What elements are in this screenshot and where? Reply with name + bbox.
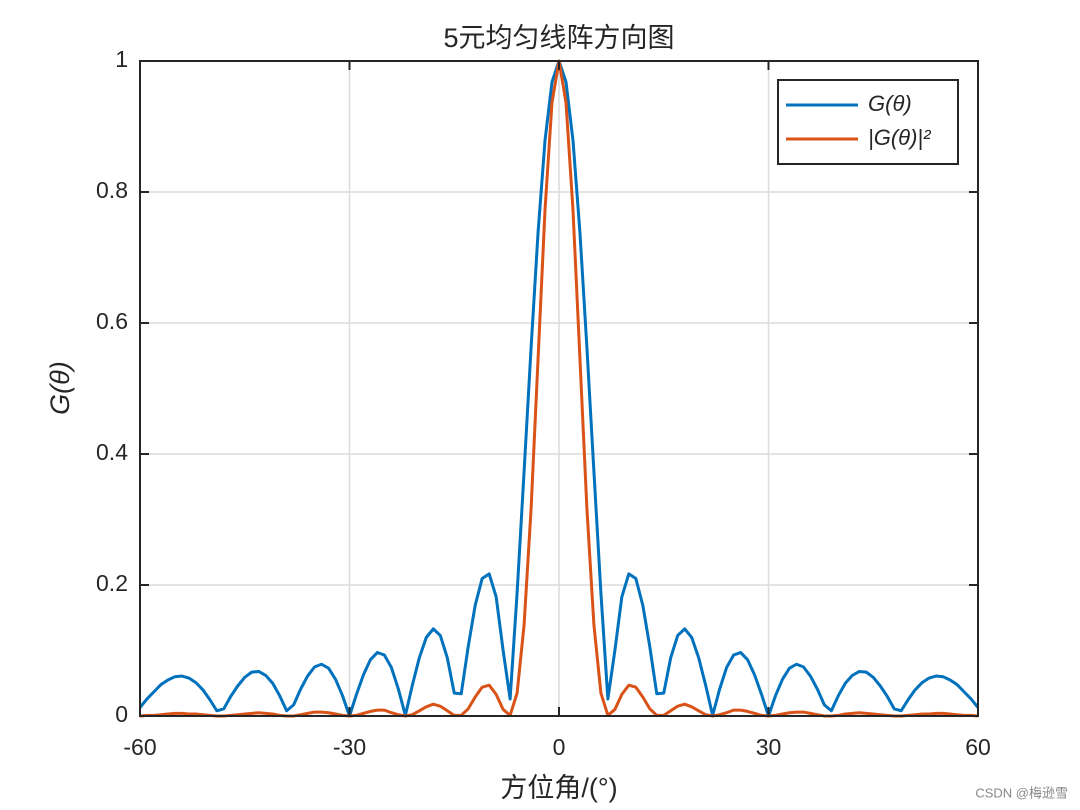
x-axis-label: 方位角/(°) bbox=[500, 773, 617, 803]
y-tick-label: 0.6 bbox=[96, 308, 128, 334]
y-tick-label: 0.2 bbox=[96, 570, 128, 596]
watermark: CSDN @梅逊雪 bbox=[975, 785, 1068, 800]
x-tick-label: 30 bbox=[756, 734, 782, 760]
y-tick-label: 1 bbox=[115, 46, 128, 72]
legend-box bbox=[777, 79, 959, 165]
y-axis-label: G(θ) bbox=[45, 361, 75, 415]
x-tick-label: -30 bbox=[333, 734, 366, 760]
legend: G(θ) |G(θ)|² bbox=[777, 79, 959, 165]
x-tick-label: -60 bbox=[123, 734, 156, 760]
legend-label: G(θ) bbox=[868, 91, 912, 116]
y-tick-label: 0 bbox=[115, 701, 128, 727]
x-tick-label: 60 bbox=[965, 734, 991, 760]
y-tick-label: 0.4 bbox=[96, 439, 128, 465]
chart-title: 5元均匀线阵方向图 bbox=[443, 23, 674, 53]
y-tick-label: 0.8 bbox=[96, 177, 128, 203]
legend-label: |G(θ)|² bbox=[868, 125, 931, 150]
x-tick-label: 0 bbox=[553, 734, 566, 760]
